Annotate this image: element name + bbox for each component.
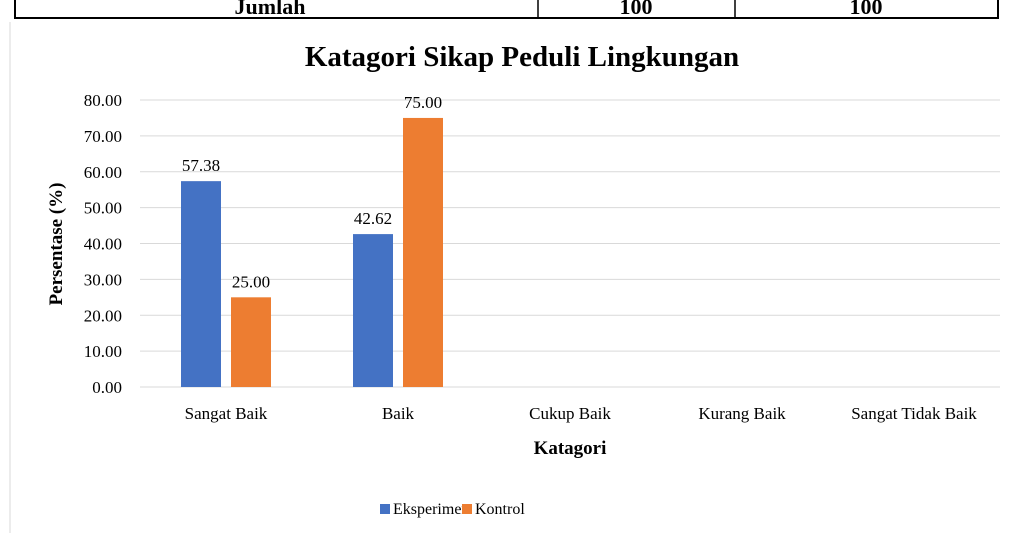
y-tick-label: 70.00 [84, 127, 122, 146]
y-axis-label: Persentase (%) [46, 183, 67, 306]
legend-swatch [462, 504, 472, 514]
y-tick-label: 0.00 [92, 378, 122, 397]
x-tick-label: Kurang Baik [698, 404, 786, 423]
y-tick-label: 80.00 [84, 91, 122, 110]
y-tick-label: 60.00 [84, 163, 122, 182]
x-tick-label: Sangat Baik [185, 404, 268, 423]
legend-label: Kontrol [475, 501, 525, 518]
data-label: 25.00 [232, 272, 270, 291]
y-tick-label: 30.00 [84, 270, 122, 289]
bar [353, 234, 393, 387]
y-tick-label: 20.00 [84, 306, 122, 325]
x-tick-label: Sangat Tidak Baik [851, 404, 977, 423]
chart-title: Katagori Sikap Peduli Lingkungan [305, 41, 739, 73]
legend-label: Eksperimen [393, 501, 469, 518]
x-tick-label: Cukup Baik [529, 404, 611, 423]
table-cell: 100 [620, 0, 653, 19]
data-label: 42.62 [354, 209, 392, 228]
x-axis-label: Katagori [534, 438, 607, 459]
legend-swatch [380, 504, 390, 514]
bar [403, 117, 443, 387]
data-label: 75.00 [404, 93, 442, 112]
data-label: 57.38 [182, 156, 220, 175]
table-fragment: Jumlah 100 100 [14, 0, 999, 19]
y-tick-label: 10.00 [84, 342, 122, 361]
y-tick-label: 50.00 [84, 199, 122, 218]
y-tick-label: 40.00 [84, 235, 122, 254]
bar [231, 297, 271, 387]
bar [181, 181, 221, 387]
table-cell: 100 [850, 0, 883, 19]
x-tick-label: Baik [382, 404, 415, 423]
table-cell: Jumlah [235, 0, 306, 19]
